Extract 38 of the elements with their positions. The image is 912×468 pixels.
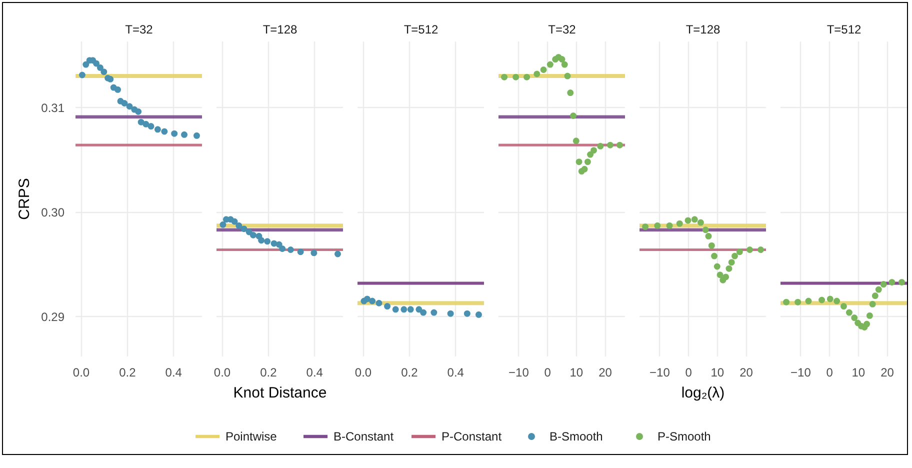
x-tick-label: 0 bbox=[826, 366, 834, 380]
x-tick-label: 0 bbox=[544, 366, 552, 380]
chart-title: T=512 bbox=[404, 22, 439, 36]
x-axis-title: Knot Distance bbox=[233, 384, 327, 402]
y-tick-label: 0.31 bbox=[41, 100, 65, 115]
x-tick-label: 0.4 bbox=[165, 366, 182, 380]
x-tick-label: 0.2 bbox=[119, 366, 136, 380]
x-tick-label: 0.0 bbox=[72, 366, 90, 380]
x-tick-label: 20 bbox=[598, 366, 612, 380]
x-tick-label: −10 bbox=[508, 366, 530, 380]
x-tick-label: 20 bbox=[880, 366, 894, 380]
x-tick-label: 0.4 bbox=[447, 366, 464, 380]
x-tick-label: −10 bbox=[650, 366, 670, 380]
x-tick-label: −10 bbox=[790, 366, 812, 380]
y-tick-label: 0.30 bbox=[41, 206, 65, 220]
x-tick-label: 0.4 bbox=[306, 366, 324, 380]
x-tick-label: 0.0 bbox=[214, 366, 231, 380]
legend-label: P-Constant bbox=[442, 430, 502, 444]
legend-label: Pointwise bbox=[226, 430, 278, 444]
legend-label: B-Constant bbox=[334, 430, 394, 444]
y-tick-label: 0.29 bbox=[41, 310, 65, 324]
x-tick-label: 0.2 bbox=[260, 366, 278, 380]
legend-label: P-Smooth bbox=[658, 430, 711, 444]
chart-title: T=512 bbox=[826, 22, 862, 36]
chart-title: T=128 bbox=[686, 22, 721, 36]
x-axis-title: log₂(λ) bbox=[681, 384, 725, 402]
legend-label: B-Smooth bbox=[550, 430, 603, 444]
x-tick-label: 10 bbox=[852, 366, 866, 380]
x-tick-label: 0.2 bbox=[401, 366, 418, 380]
x-tick-label: 0 bbox=[685, 366, 692, 380]
y-axis-title: CRPS bbox=[16, 178, 34, 220]
chart-title: T=32 bbox=[548, 22, 576, 36]
x-tick-label: 20 bbox=[740, 366, 754, 380]
x-tick-label: 10 bbox=[570, 366, 584, 380]
chart-title: T=32 bbox=[125, 22, 154, 36]
x-tick-label: 0.0 bbox=[354, 366, 372, 380]
chart-title: T=128 bbox=[262, 22, 298, 36]
x-tick-label: 10 bbox=[710, 366, 724, 380]
